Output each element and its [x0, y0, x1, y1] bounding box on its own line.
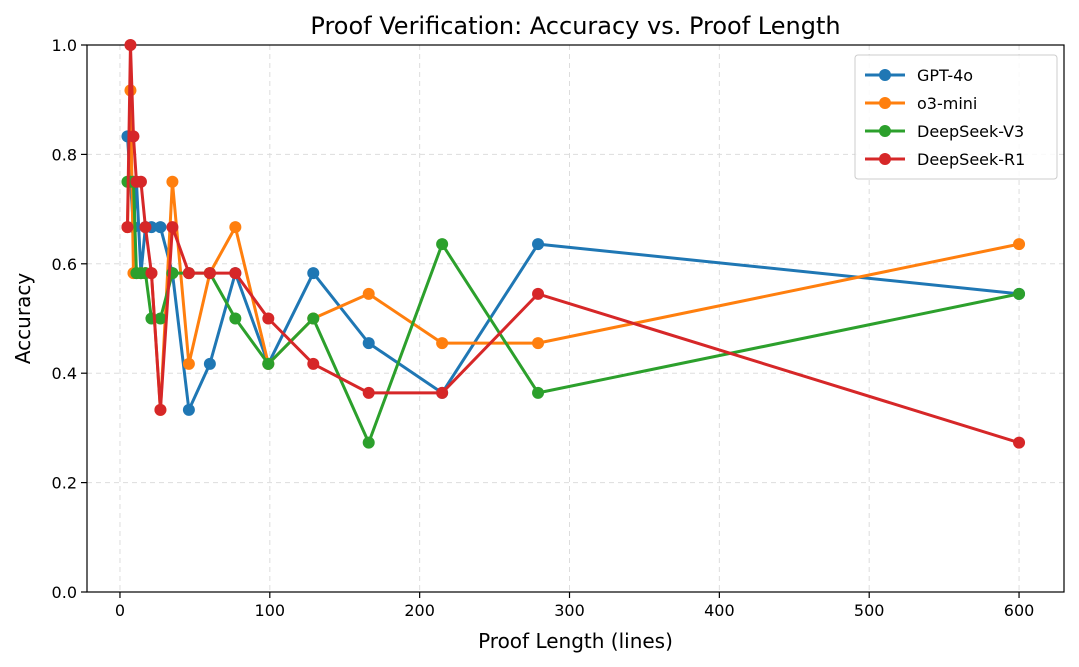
data-point-deepseek-r1 — [166, 221, 179, 234]
series-line-deepseek-v3 — [127, 180, 1020, 445]
legend-label: o3-mini — [917, 94, 977, 113]
chart-title: Proof Verification: Accuracy vs. Proof L… — [310, 12, 840, 40]
legend-marker — [879, 125, 891, 137]
data-point-deepseek-r1 — [1013, 436, 1026, 449]
x-tick-label: 500 — [854, 601, 885, 620]
data-point-deepseek-r1 — [154, 403, 167, 416]
data-point-deepseek-r1 — [307, 357, 320, 370]
data-point-o3-mini — [436, 337, 449, 350]
data-point-o3-mini — [1013, 238, 1026, 251]
data-point-deepseek-r1 — [134, 175, 147, 188]
data-point-deepseek-v3 — [307, 312, 320, 325]
x-axis-label: Proof Length (lines) — [478, 629, 673, 653]
data-point-o3-mini — [532, 337, 545, 350]
legend-label: DeepSeek-V3 — [917, 122, 1024, 141]
axis-ticks: 0 100 200 300 400 500 600 0.0 0.2 0.4 0.6 0.8 1.0 — [52, 36, 1035, 620]
legend: GPT-4o o3-mini DeepSeek-V3 DeepSeek-R1 — [854, 54, 1058, 180]
data-point-gpt-4o — [154, 221, 167, 234]
data-point-o3-mini — [182, 357, 195, 370]
legend-item-deepseek-r1: DeepSeek-R1 — [865, 150, 1025, 169]
data-point-gpt-4o — [307, 267, 320, 280]
legend-label: GPT-4o — [917, 66, 973, 85]
legend-marker — [879, 97, 891, 109]
y-tick-label: 0.0 — [52, 583, 77, 602]
legend-box — [854, 54, 1058, 180]
series-group — [121, 39, 1026, 449]
data-point-gpt-4o — [182, 403, 195, 416]
data-point-deepseek-v3 — [229, 312, 242, 325]
legend-marker — [879, 69, 891, 81]
data-point-gpt-4o — [203, 357, 216, 370]
legend-marker — [879, 153, 891, 165]
x-tick-label: 400 — [704, 601, 735, 620]
y-tick-label: 0.4 — [52, 364, 77, 383]
data-point-deepseek-r1 — [124, 39, 137, 51]
data-point-deepseek-r1 — [127, 130, 140, 143]
series-line-deepseek-r1 — [125, 43, 1020, 445]
series-line-gpt-4o — [125, 136, 1020, 412]
data-point-deepseek-r1 — [262, 312, 275, 325]
data-point-o3-mini — [362, 287, 375, 300]
data-point-gpt-4o — [532, 238, 545, 251]
data-point-deepseek-r1 — [121, 221, 134, 234]
x-tick-label: 600 — [1004, 601, 1035, 620]
data-point-o3-mini — [229, 221, 242, 234]
legend-item-o3-mini: o3-mini — [865, 94, 977, 113]
data-point-deepseek-r1 — [139, 221, 152, 234]
x-tick-label: 0 — [115, 601, 125, 620]
series-deepseek-r1 — [121, 39, 1026, 449]
y-axis-label: Accuracy — [11, 273, 35, 364]
data-point-deepseek-r1 — [182, 267, 195, 280]
legend-item-gpt-4o: GPT-4o — [865, 66, 973, 85]
data-point-deepseek-r1 — [203, 267, 216, 280]
legend-item-deepseek-v3: DeepSeek-V3 — [865, 122, 1024, 141]
data-point-deepseek-r1 — [436, 386, 449, 399]
data-point-deepseek-v3 — [362, 436, 375, 449]
y-tick-label: 1.0 — [52, 36, 77, 55]
legend-label: DeepSeek-R1 — [917, 150, 1025, 169]
x-tick-label: 100 — [255, 601, 286, 620]
data-point-o3-mini — [166, 175, 179, 188]
data-point-deepseek-r1 — [532, 287, 545, 300]
data-point-deepseek-v3 — [532, 386, 545, 399]
y-tick-label: 0.6 — [52, 255, 77, 274]
y-tick-label: 0.2 — [52, 474, 77, 493]
data-point-deepseek-v3 — [154, 312, 167, 325]
plot-area-frame — [86, 44, 1065, 593]
y-tick-label: 0.8 — [52, 145, 77, 164]
x-tick-label: 200 — [404, 601, 435, 620]
data-point-deepseek-r1 — [145, 267, 158, 280]
data-point-deepseek-v3 — [262, 357, 275, 370]
x-tick-label: 300 — [554, 601, 585, 620]
data-point-deepseek-r1 — [229, 267, 242, 280]
data-point-gpt-4o — [362, 337, 375, 350]
data-point-deepseek-v3 — [436, 238, 449, 251]
data-point-deepseek-v3 — [1013, 287, 1026, 300]
data-point-deepseek-r1 — [362, 386, 375, 399]
